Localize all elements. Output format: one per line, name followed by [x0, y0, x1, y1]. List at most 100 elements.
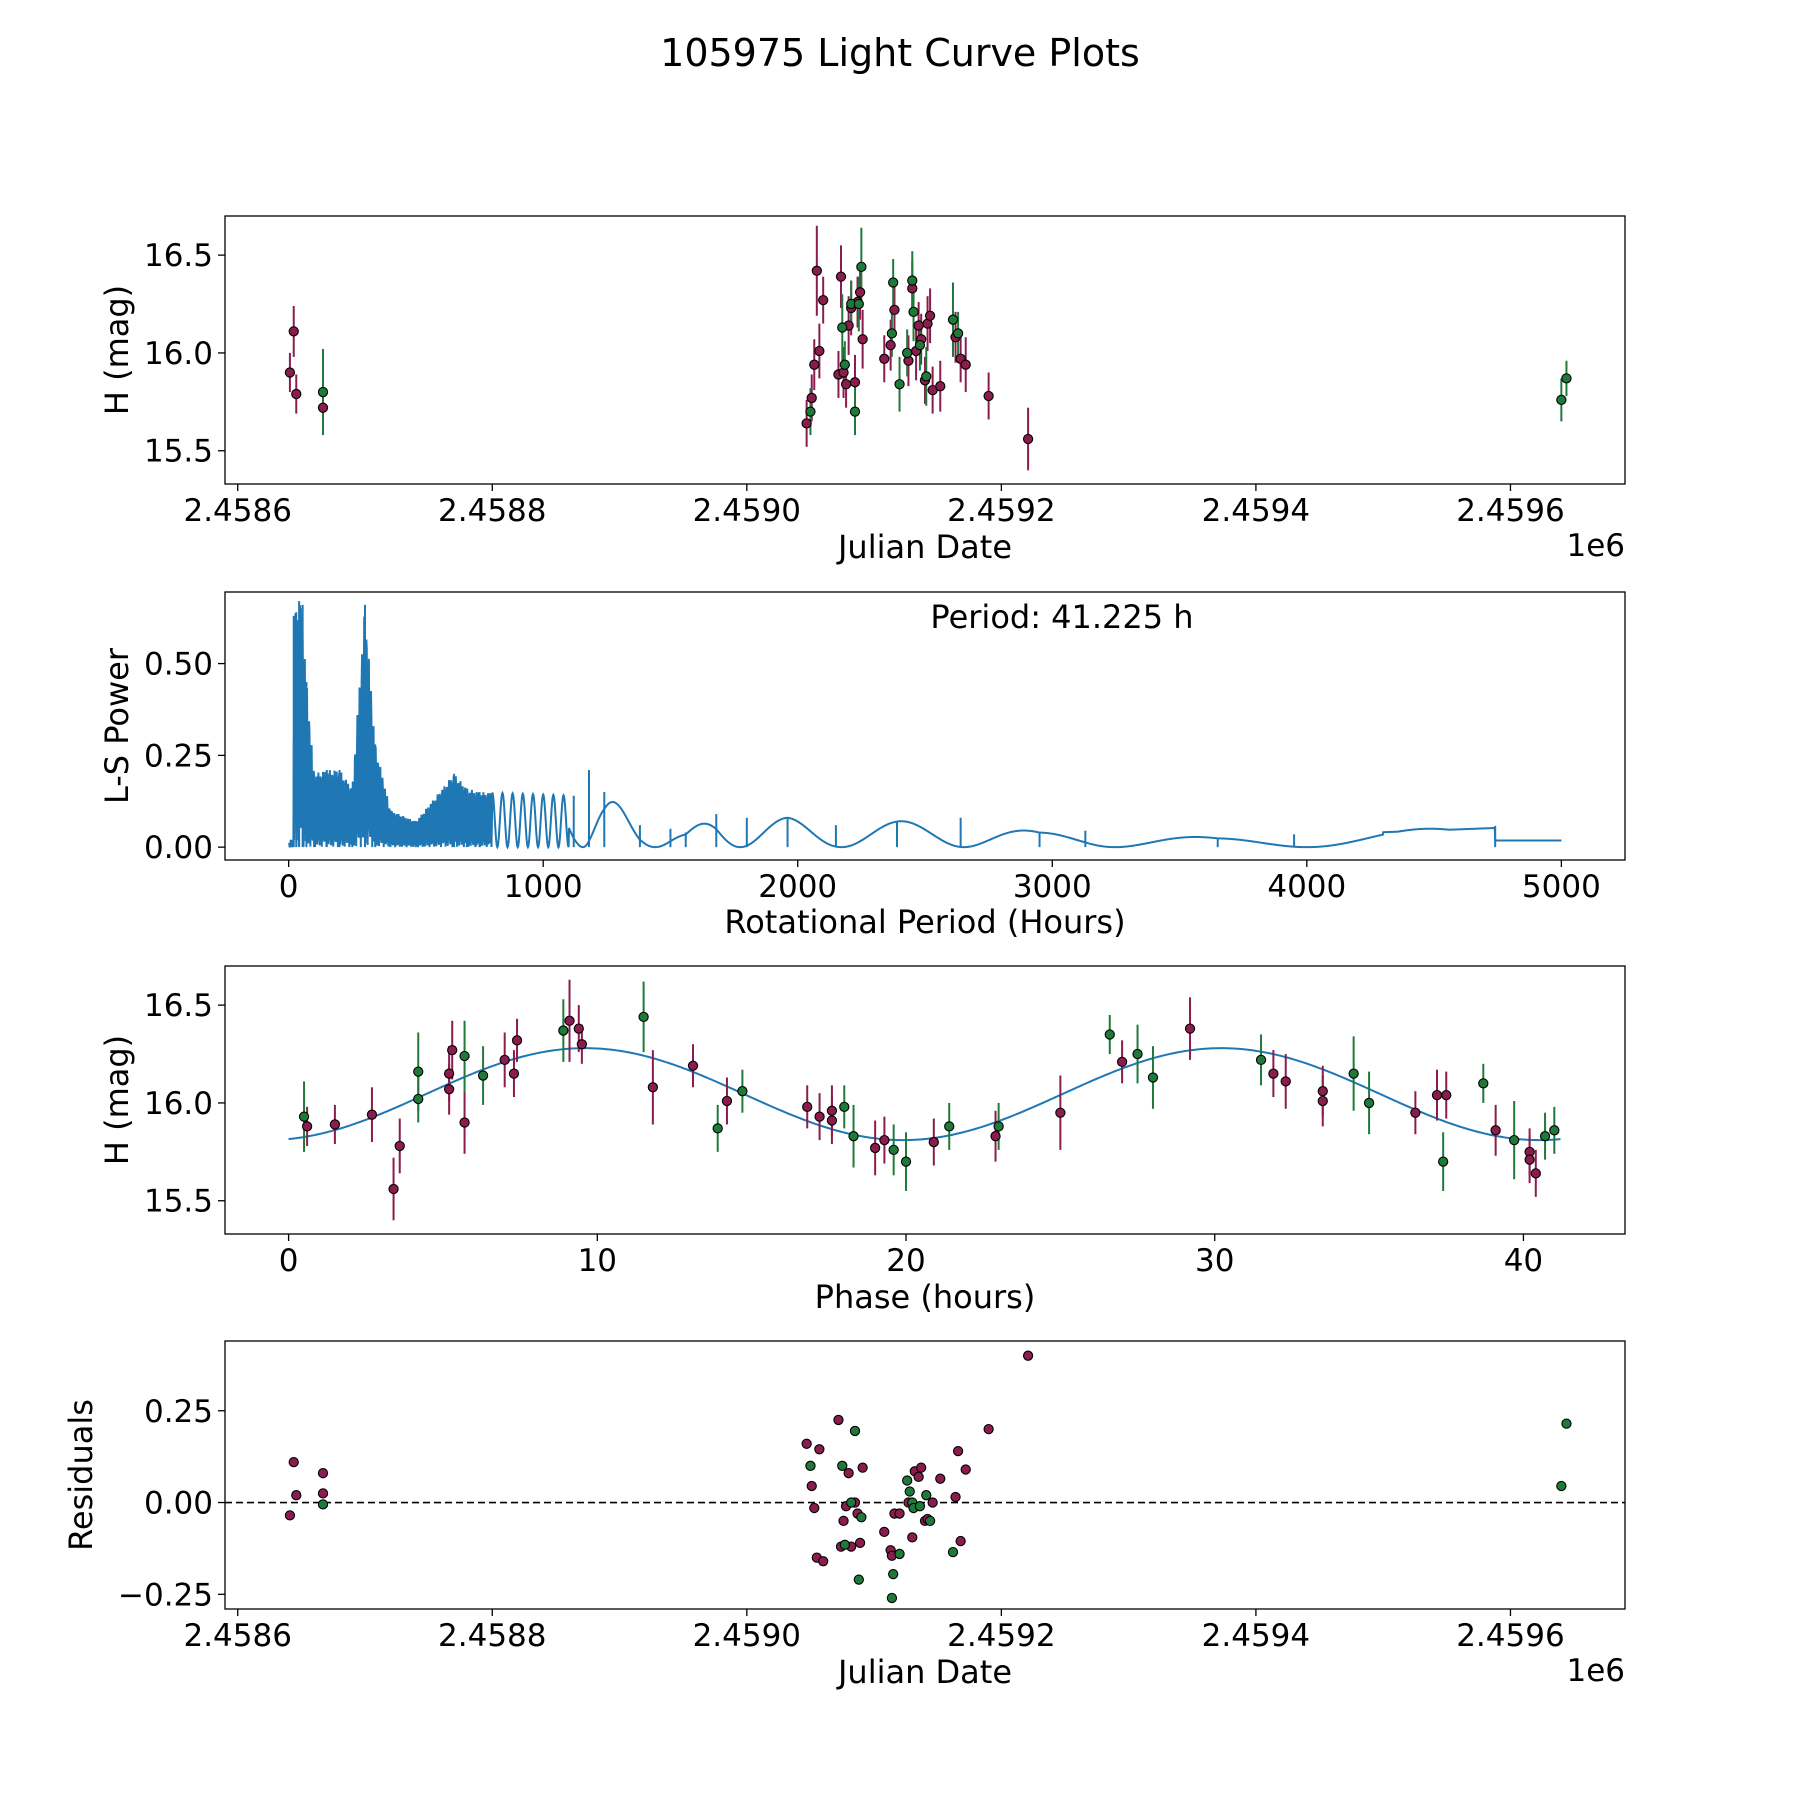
lightcurve-point-green [839, 359, 850, 370]
phase-point-purple [1490, 1125, 1501, 1136]
period-annotation: Period: 41.225 h [930, 598, 1193, 636]
lightcurve-point-purple [811, 265, 822, 276]
phase-point-purple [826, 1105, 838, 1116]
phase-point-purple [721, 1095, 733, 1107]
lightcurve-point-purple [960, 359, 971, 370]
x-tick-label: 1000 [504, 869, 583, 905]
phase-point-green [638, 1011, 649, 1023]
y-tick-label: 0.50 [144, 647, 213, 683]
phase-point-purple [1524, 1154, 1535, 1165]
x-tick-label: 40 [1504, 1243, 1543, 1279]
phase-point-green [1363, 1097, 1375, 1109]
phase-point-green [413, 1066, 424, 1077]
phase-point-purple [814, 1111, 825, 1122]
lightcurve-point-purple [935, 381, 946, 392]
lightcurve-point-purple [288, 326, 299, 337]
lightcurve-point-green [805, 406, 816, 417]
y-tick-label: 0.00 [144, 1486, 213, 1522]
fit-curve [288, 1047, 1561, 1142]
phase-point-purple [301, 1121, 313, 1132]
lightcurve-point-green [888, 277, 899, 288]
phase-point-green [1438, 1156, 1449, 1167]
residual-point-green [902, 1475, 913, 1486]
x-tick-label: 2.4586 [183, 493, 291, 529]
residual-point-purple [284, 1510, 296, 1521]
residual-point-purple [879, 1526, 890, 1538]
x-tick-label: 3000 [1013, 869, 1092, 905]
x-tick-label: 2.4596 [1456, 1618, 1564, 1654]
y-tick-label: 0.25 [144, 738, 213, 774]
y-tick-label: 16.5 [144, 988, 213, 1024]
lightcurve-point-purple [801, 418, 812, 429]
residual-point-purple [838, 1515, 849, 1527]
residual-point-purple [317, 1488, 329, 1499]
lightcurve-point-green [317, 386, 329, 398]
x-tick-label: 2.4592 [947, 1618, 1055, 1654]
lightcurve-point-green [952, 328, 964, 339]
lightcurve-point-purple [814, 345, 825, 357]
y-tick-label: 16.5 [144, 238, 213, 274]
residual-point-green [837, 1460, 848, 1471]
lightcurve-point-green [914, 339, 926, 351]
phase-point-green [1539, 1131, 1551, 1142]
residual-point-purple [843, 1468, 854, 1479]
phase-point-purple [499, 1054, 510, 1066]
periodogram-marks [288, 601, 1562, 850]
lightcurve-xlabel: Julian Date [836, 528, 1012, 566]
lightcurve-ylabel: H (mag) [98, 285, 136, 415]
phase-point-purple [388, 1183, 399, 1195]
residual-point-green [888, 1568, 899, 1580]
residual-point-green [805, 1460, 816, 1471]
phase-point-purple [329, 1119, 341, 1130]
residuals-xlabel: Julian Date [836, 1653, 1012, 1691]
phase-point-purple [1268, 1068, 1279, 1079]
phase-point-green [712, 1123, 723, 1134]
residuals-ticks: 2.4586 2.4588 2.4590 2.4592 2.4594 2.4596 −0.2… [118, 1394, 1565, 1654]
residual-point-purple [801, 1438, 812, 1449]
phase-point-green [944, 1121, 955, 1132]
phase-point-green [1549, 1125, 1560, 1136]
residual-point-green [846, 1497, 857, 1508]
lightcurve-point-purple [809, 359, 820, 370]
lightcurve-frame [224, 215, 1626, 485]
lightcurve-point-purple [885, 339, 896, 351]
residual-point-purple [935, 1473, 946, 1484]
residual-point-purple [952, 1445, 964, 1457]
y-tick-label: 15.5 [144, 1184, 213, 1220]
lightcurve-point-purple [879, 353, 890, 364]
x-tick-label: 10 [578, 1243, 617, 1279]
phase-frame [224, 965, 1626, 1235]
residual-point-green [1556, 1480, 1567, 1492]
lightcurve-panel: 2.4586 2.4588 2.4590 2.4592 2.4594 2.4596 15.5… [98, 215, 1626, 566]
lightcurve-point-purple [840, 379, 852, 390]
residual-point-purple [857, 1462, 868, 1473]
phase-point-green [737, 1086, 748, 1097]
periodogram-panel: 0 1000 2000 3000 4000 5000 0.00 0.25 0.50 Period… [98, 591, 1626, 941]
lightcurve-point-green [907, 275, 918, 286]
phase-point-green [477, 1070, 489, 1081]
residual-point-green [947, 1546, 959, 1558]
residual-point-green [839, 1539, 850, 1550]
phase-point-purple [687, 1060, 699, 1071]
phase-point-purple [573, 1023, 584, 1034]
periodogram-frame [224, 591, 1626, 861]
residuals-marks [225, 1350, 1625, 1604]
residual-point-purple [806, 1480, 817, 1492]
periodogram-line [288, 605, 1562, 850]
residual-point-purple [894, 1508, 905, 1519]
lightcurve-point-green [1561, 373, 1572, 384]
y-tick-label: 16.0 [144, 336, 213, 372]
y-tick-label: 0.25 [144, 1394, 213, 1430]
phase-point-purple [647, 1082, 659, 1093]
x-tick-label: 2.4592 [947, 493, 1055, 529]
residual-point-green [904, 1486, 915, 1497]
periodogram-ticks: 0 1000 2000 3000 4000 5000 0.00 0.25 0.50 [144, 647, 1601, 905]
residual-point-purple [907, 1532, 918, 1543]
phase-point-purple [443, 1084, 455, 1095]
phase-point-green [459, 1050, 470, 1062]
residual-point-green [849, 1425, 861, 1437]
residual-point-purple [814, 1444, 825, 1455]
residual-point-purple [950, 1491, 961, 1503]
residual-point-purple [818, 1556, 829, 1567]
